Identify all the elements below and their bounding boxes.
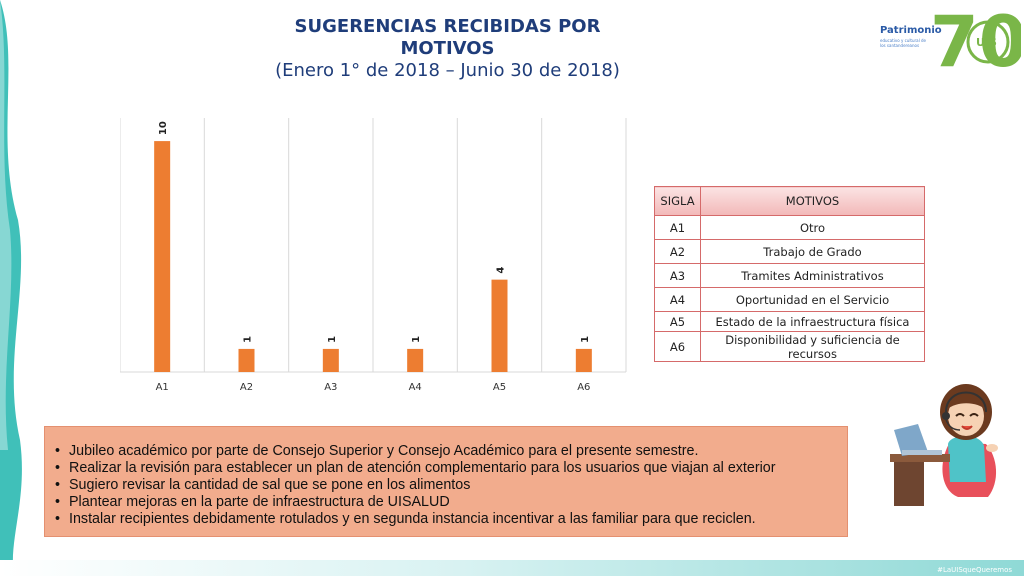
data-label-a1: 10 — [158, 121, 169, 135]
title-main: SUGERENCIAS RECIBIDAS POR MOTIVOS — [294, 16, 601, 59]
x-tick-label-a1: A1 — [156, 382, 169, 393]
table-row: A3 Tramites Administrativos — [654, 263, 925, 288]
cell-sigla: A6 — [654, 331, 701, 362]
x-tick-label-a4: A4 — [409, 382, 422, 393]
bar-a5 — [491, 279, 508, 372]
hashtag-text: #LaUISqueQueremos — [937, 566, 1012, 574]
list-item: Sugiero revisar la cantidad de sal que s… — [55, 477, 845, 494]
x-tick-label-a6: A6 — [577, 382, 590, 393]
table-row: A4 Oportunidad en el Servicio — [654, 287, 925, 312]
x-tick-label-a5: A5 — [493, 382, 506, 393]
bar-a6 — [575, 348, 592, 372]
logo-number: 70 — [930, 1, 1021, 75]
bar-a1 — [154, 141, 171, 372]
cell-motivo: Oportunidad en el Servicio — [700, 287, 925, 312]
bar-a4 — [407, 348, 424, 372]
cell-motivo: Tramites Administrativos — [700, 263, 925, 288]
uis-70-anniversary-logo: Patrimonio educativo y cultural de los s… — [876, 0, 1021, 75]
slide-title: SUGERENCIAS RECIBIDAS POR MOTIVOS (Enero… — [270, 16, 625, 82]
bar-chart-svg: 10 A1 1 A2 1 A3 1 A4 4 A5 1 A6 — [119, 118, 627, 393]
cell-motivo: Estado de la infraestructura física — [700, 311, 925, 332]
x-tick-label-a2: A2 — [240, 382, 253, 393]
cell-sigla: A5 — [654, 311, 701, 332]
cell-sigla: A3 — [654, 263, 701, 288]
x-tick-label-a3: A3 — [324, 382, 337, 393]
cell-sigla: A4 — [654, 287, 701, 312]
bar-a2 — [238, 348, 255, 372]
table-header-row: SIGLA MOTIVOS — [654, 186, 925, 216]
bar-chart: 10 A1 1 A2 1 A3 1 A4 4 A5 1 A6 — [119, 116, 632, 406]
cell-motivo: Trabajo de Grado — [700, 239, 925, 264]
header-motivos: MOTIVOS — [700, 186, 925, 216]
data-label-a5: 4 — [496, 267, 507, 274]
cell-motivo: Disponibilidad y suficiencia de recursos — [700, 331, 925, 362]
data-label-a3: 1 — [327, 336, 338, 343]
logo-brand-subtext: educativo y cultural de los santanderean… — [880, 38, 927, 48]
header-sigla: SIGLA — [654, 186, 701, 216]
list-item: Jubileo académico por parte de Consejo S… — [55, 443, 845, 460]
data-label-a4: 1 — [411, 336, 422, 343]
cell-motivo: Otro — [700, 215, 925, 240]
left-accent-decoration — [0, 0, 30, 576]
table-row: A1 Otro — [654, 215, 925, 240]
logo-brand-text: Patrimonio — [880, 25, 942, 36]
logo-uis-text: UIS — [976, 36, 997, 49]
data-label-a2: 1 — [243, 336, 254, 343]
table-row: A6 Disponibilidad y suficiencia de recur… — [654, 331, 925, 362]
title-date-range: (Enero 1° de 2018 – Junio 30 de 2018) — [275, 60, 620, 81]
bar-a3 — [322, 348, 339, 372]
data-label-a6: 1 — [580, 336, 591, 343]
suggestions-list: Jubileo académico por parte de Consejo S… — [55, 443, 845, 528]
table-row: A2 Trabajo de Grado — [654, 239, 925, 264]
list-item: Instalar recipientes debidamente rotulad… — [55, 511, 845, 528]
list-item: Plantear mejoras en la parte de infraest… — [55, 494, 845, 511]
list-item: Realizar la revisión para establecer un … — [55, 460, 845, 477]
table-row: A5 Estado de la infraestructura física — [654, 311, 925, 332]
logo-seal-icon — [966, 20, 1010, 64]
cell-sigla: A1 — [654, 215, 701, 240]
cell-sigla: A2 — [654, 239, 701, 264]
bottom-band-decoration: #LaUISqueQueremos — [0, 560, 1024, 576]
call-center-agent-illustration — [888, 372, 1008, 512]
suggestions-notes-box: Jubileo académico por parte de Consejo S… — [44, 426, 848, 537]
sigla-motivos-table: SIGLA MOTIVOS A1 Otro A2 Trabajo de Grad… — [654, 186, 925, 362]
